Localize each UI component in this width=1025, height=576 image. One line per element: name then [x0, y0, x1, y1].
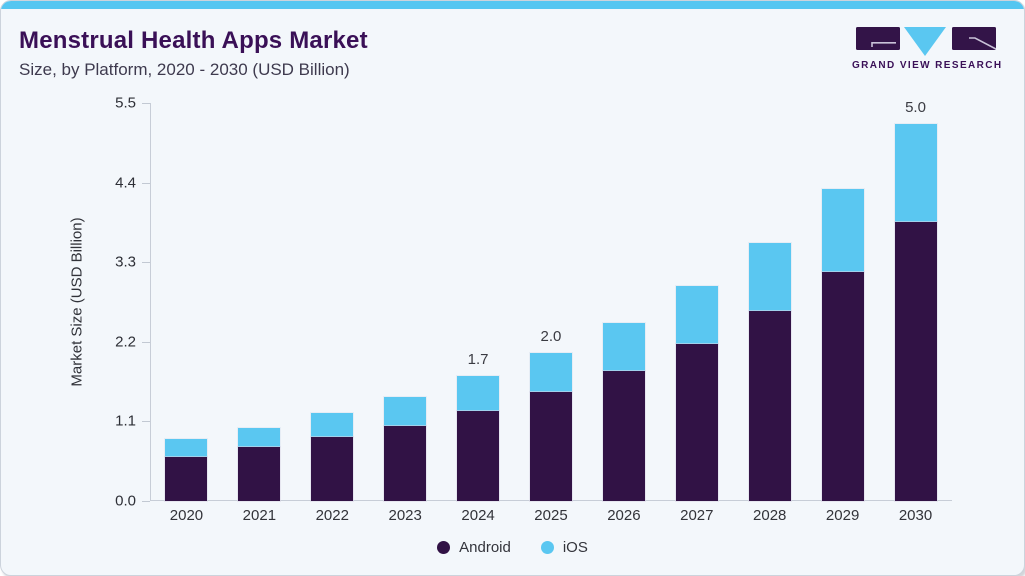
x-axis-label-2026: 2026 [607, 507, 641, 524]
stacked-bar-2023 [384, 396, 427, 501]
legend-label-ios: iOS [562, 539, 588, 556]
x-axis-label-2030: 2030 [898, 507, 933, 524]
chart-header: Menstrual Health Apps Market Size, by Pl… [19, 27, 368, 80]
stacked-bar-2028 [748, 242, 791, 501]
gvr-logo: GRAND VIEW RESEARCH [852, 26, 1003, 71]
y-axis-tick-label-2.2: 2.2 [115, 333, 136, 351]
y-axis-tick-mark [142, 103, 150, 104]
legend-item-ios: iOS [540, 539, 588, 556]
y-axis-tick-mark [142, 341, 150, 343]
ios-segment-2023 [384, 396, 427, 427]
stacked-bar-2022 [311, 413, 354, 501]
bar-slot-2024: 1.7 [442, 103, 515, 501]
plot-area: 1.7 2.0 5.0 0.0 1.1 2.2 3.3 4.4 5.5 [115, 95, 952, 510]
stacked-bar-2025 [529, 352, 572, 501]
x-axis-label-2029: 2029 [825, 507, 860, 524]
bar-slot-2021 [223, 103, 296, 501]
stacked-bar-2030 [894, 124, 937, 501]
bar-slot-2028 [733, 103, 806, 501]
brand-name: GRAND VIEW RESEARCH [852, 60, 1003, 71]
data-label-2030: 5.0 [905, 99, 926, 116]
data-label-2025: 2.0 [540, 327, 562, 345]
android-segment-2026 [602, 370, 645, 501]
bar-slot-2026 [587, 103, 660, 501]
x-axis-label-2023: 2023 [388, 507, 422, 524]
x-axis-labels: 2020 2021 2022 2023 2024 2025 2026 2027 2028 2029… [150, 507, 952, 524]
stacked-bar-2024 [457, 375, 500, 501]
android-segment-2030 [894, 222, 937, 501]
legend: Android iOS [1, 539, 1024, 556]
android-segment-2021 [238, 447, 281, 501]
bar-slot-2023 [369, 103, 442, 501]
stacked-bar-2029 [821, 189, 864, 501]
ios-segment-2025 [529, 352, 572, 393]
legend-item-android: Android [437, 539, 511, 556]
ios-segment-2029 [821, 189, 864, 272]
y-axis-tick-label-5.5: 5.5 [115, 94, 136, 112]
android-segment-2020 [165, 456, 208, 501]
legend-dot-ios [540, 541, 554, 554]
android-segment-2024 [457, 411, 500, 501]
x-axis-label-2022: 2022 [315, 507, 349, 524]
x-axis-label-2021: 2021 [242, 507, 277, 524]
data-label-2024: 1.7 [467, 350, 489, 368]
android-segment-2028 [748, 311, 791, 501]
ios-segment-2027 [675, 286, 718, 344]
y-axis-tick-label-0.0: 0.0 [115, 492, 136, 510]
bar-slot-2020 [150, 103, 223, 501]
android-segment-2029 [821, 271, 864, 501]
bar-slot-2022 [296, 103, 369, 501]
chart-subtitle: Size, by Platform, 2020 - 2030 (USD Bill… [19, 60, 350, 79]
x-axis-label-2025: 2025 [534, 507, 568, 524]
y-axis-tick-mark [142, 501, 150, 502]
android-segment-2022 [311, 437, 354, 501]
x-axis-label-2024: 2024 [461, 507, 495, 524]
legend-label-android: Android [459, 539, 511, 556]
y-axis-tick-mark [142, 262, 150, 264]
legend-dot-android [437, 541, 451, 554]
x-axis-label-2027: 2027 [680, 507, 714, 524]
gvr-logo-icon [856, 27, 996, 56]
top-accent-strip [1, 1, 1024, 9]
x-axis-label-2020: 2020 [169, 507, 204, 524]
ios-segment-2020 [165, 438, 208, 457]
bar-slot-2030: 5.0 [879, 99, 952, 501]
y-axis-tick-mark [142, 182, 150, 184]
ios-segment-2028 [748, 242, 791, 312]
bar-slot-2029 [806, 103, 879, 501]
x-axis-label-2028: 2028 [753, 507, 787, 524]
stacked-bar-2027 [675, 286, 718, 501]
chart-title: Menstrual Health Apps Market [19, 27, 368, 54]
bar-slot-2027 [660, 103, 733, 501]
stacked-bar-2026 [602, 323, 645, 501]
y-axis-tick-mark [142, 421, 150, 423]
ios-segment-2026 [602, 323, 645, 371]
y-axis-tick-label-3.3: 3.3 [115, 253, 136, 271]
android-segment-2023 [384, 426, 427, 501]
y-axis-tick-label-1.1: 1.1 [115, 412, 136, 430]
android-segment-2025 [529, 392, 572, 501]
android-segment-2027 [675, 343, 718, 501]
ios-segment-2030 [894, 124, 937, 223]
y-axis-title: Market Size (USD Billion) [68, 217, 86, 387]
ios-segment-2022 [311, 413, 354, 438]
y-axis-tick-label-4.4: 4.4 [115, 174, 136, 192]
ios-segment-2024 [457, 375, 500, 412]
y-axis-line [150, 103, 151, 501]
ios-segment-2021 [238, 427, 281, 448]
bars-container: 1.7 2.0 5.0 [150, 99, 952, 501]
stacked-bar-2021 [238, 427, 281, 501]
bar-slot-2025: 2.0 [515, 103, 588, 501]
stacked-bar-2020 [165, 438, 208, 501]
